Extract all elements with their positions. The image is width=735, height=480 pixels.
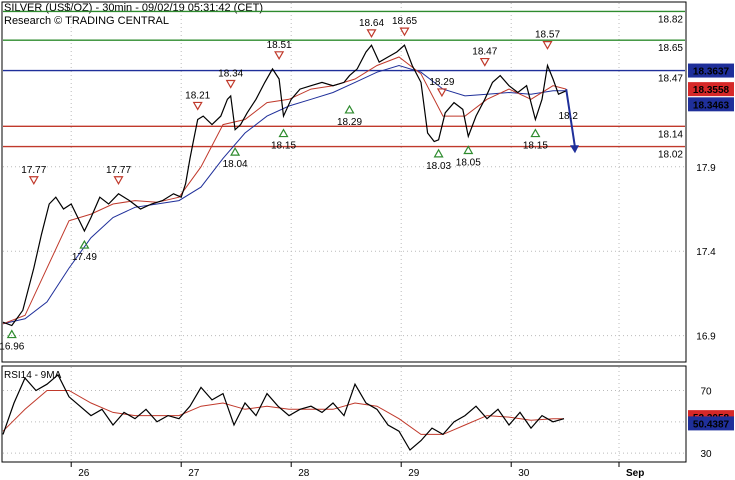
- chart-title: SILVER (US$/OZ) - 30min - 09/02/19 05:31…: [4, 2, 263, 14]
- high-marker: [274, 51, 285, 61]
- high-label: 18.47: [472, 47, 497, 58]
- rsi-ma-line: [2, 390, 564, 435]
- x-tick-label: 27: [188, 468, 200, 479]
- low-marker: [79, 239, 90, 249]
- price-tick-label: 17.4: [696, 247, 716, 258]
- high-label: 17.77: [21, 165, 46, 176]
- high-marker: [479, 57, 490, 67]
- high-label: 18.51: [267, 40, 292, 51]
- low-label: 18.04: [223, 159, 248, 170]
- price-badge: [688, 97, 734, 112]
- price-panel-frame: [1, 1, 687, 363]
- rsi-title: RSI14 - 9MA: [4, 370, 62, 381]
- high-marker: [542, 41, 553, 50]
- high-marker: [192, 101, 203, 111]
- rsi-tick-label: 70: [700, 387, 712, 398]
- high-marker: [113, 176, 124, 185]
- low-marker: [344, 104, 355, 114]
- price-badge-label: 50.4387: [693, 419, 730, 430]
- x-tick-label: Sep: [626, 468, 644, 479]
- high-label: 18.34: [218, 69, 243, 80]
- ma-long-line: [2, 64, 567, 325]
- high-marker: [399, 27, 410, 37]
- high-label: 17.77: [106, 165, 131, 176]
- high-marker: [436, 88, 447, 98]
- price-badge-label: 18.3637: [693, 67, 730, 78]
- price-badge-label: 18.3558: [693, 85, 730, 96]
- high-marker: [225, 79, 236, 89]
- high-marker: [366, 29, 377, 39]
- price-line: [2, 44, 567, 327]
- level-label: 18.47: [658, 74, 683, 85]
- price-annotations: 17.77 17.77 18.21 18.34 18.51 18.64 18.65 18.29…: [0, 16, 578, 352]
- forecast-arrow-head: [570, 145, 579, 154]
- price-badge: [688, 63, 734, 78]
- forecast-arrow-shaft: [565, 88, 576, 148]
- low-label: 18.29: [337, 117, 362, 128]
- low-marker: [530, 128, 541, 138]
- high-label: 18.64: [359, 18, 384, 29]
- price-grid: [3, 3, 685, 361]
- rsi-line: [2, 373, 565, 451]
- price-badge: [688, 82, 734, 97]
- low-marker: [463, 145, 474, 155]
- rsi-tick-label: 30: [700, 449, 712, 460]
- level-label: 18.14: [658, 129, 683, 140]
- low-label: 18.15: [271, 141, 296, 152]
- high-label: 18.57: [535, 30, 560, 41]
- rsi-panel-frame: [1, 365, 687, 463]
- low-marker: [433, 148, 444, 158]
- level-label: 18.82: [658, 14, 683, 25]
- rsi-series: [2, 373, 565, 451]
- low-marker: [230, 146, 241, 156]
- low-label: 18.05: [456, 157, 481, 168]
- chart-subtitle: Research © TRADING CENTRAL: [4, 15, 169, 27]
- x-tick-label: 30: [518, 468, 530, 479]
- rsi-grid: [3, 367, 685, 461]
- x-tick-label: 26: [78, 468, 90, 479]
- high-label: 18.21: [185, 90, 210, 101]
- high-marker: [28, 176, 39, 185]
- low-label: 16.96: [0, 342, 25, 353]
- price-note: 18.2: [559, 111, 579, 122]
- level-label: 18.65: [658, 43, 683, 54]
- x-tick-label: 28: [298, 468, 310, 479]
- price-tick-label: 16.9: [696, 332, 716, 343]
- x-tick-label: 29: [408, 468, 420, 479]
- low-label: 18.15: [523, 141, 548, 152]
- price-badge-label: 18.3463: [693, 100, 730, 111]
- high-label: 18.65: [392, 16, 417, 27]
- ma-short-line: [2, 56, 567, 325]
- low-marker: [278, 128, 289, 138]
- price-badge: [688, 416, 734, 431]
- price-series: [2, 44, 579, 327]
- price-tick-label: 17.9: [696, 163, 716, 174]
- high-label: 18.29: [429, 77, 454, 88]
- level-label: 18.02: [658, 150, 683, 161]
- low-label: 18.03: [426, 161, 451, 172]
- low-marker: [6, 329, 17, 339]
- low-label: 17.49: [72, 252, 97, 263]
